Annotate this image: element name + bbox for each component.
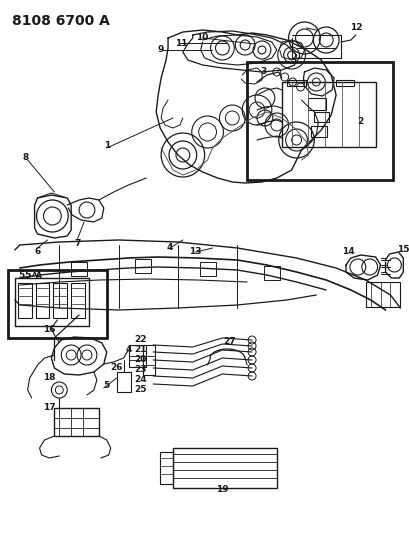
Text: 4: 4 bbox=[166, 244, 173, 253]
Text: 24: 24 bbox=[134, 376, 146, 384]
Bar bbox=[281, 82, 375, 147]
Text: 23: 23 bbox=[134, 366, 146, 375]
Text: 26: 26 bbox=[110, 364, 123, 373]
Text: 5: 5 bbox=[25, 270, 31, 280]
Text: 7: 7 bbox=[74, 238, 80, 247]
Text: 21: 21 bbox=[134, 345, 146, 354]
Text: 2: 2 bbox=[357, 117, 363, 126]
Text: 12: 12 bbox=[349, 23, 361, 33]
Bar bbox=[247, 62, 393, 180]
Bar bbox=[8, 270, 106, 338]
Text: 10: 10 bbox=[196, 34, 208, 43]
Text: 4: 4 bbox=[125, 345, 131, 354]
Bar bbox=[160, 452, 173, 484]
Bar bbox=[263, 266, 279, 280]
Text: 1: 1 bbox=[103, 141, 110, 149]
Text: 22: 22 bbox=[134, 335, 146, 344]
Text: 16: 16 bbox=[43, 326, 56, 335]
Text: 6: 6 bbox=[34, 247, 40, 256]
Bar bbox=[135, 259, 151, 273]
Text: 18: 18 bbox=[43, 374, 56, 383]
Text: 19: 19 bbox=[216, 486, 228, 495]
Bar bbox=[286, 80, 306, 86]
Bar bbox=[314, 112, 328, 122]
Text: 8108 6700 A: 8108 6700 A bbox=[12, 14, 110, 28]
Bar bbox=[117, 372, 131, 392]
Bar bbox=[173, 448, 276, 488]
Bar bbox=[310, 126, 326, 137]
Bar bbox=[143, 345, 155, 375]
Text: 5: 5 bbox=[103, 381, 110, 390]
Bar bbox=[36, 283, 49, 318]
Text: A: A bbox=[31, 272, 37, 278]
Text: 5: 5 bbox=[18, 271, 25, 279]
Text: 25: 25 bbox=[134, 385, 146, 394]
Bar bbox=[335, 80, 353, 86]
Text: 11: 11 bbox=[174, 38, 187, 47]
Bar bbox=[71, 262, 87, 276]
Bar bbox=[18, 283, 31, 318]
Text: A: A bbox=[36, 271, 41, 279]
Bar bbox=[199, 262, 215, 276]
Text: 8: 8 bbox=[22, 154, 29, 163]
Text: 17: 17 bbox=[43, 403, 56, 413]
Bar bbox=[54, 408, 99, 436]
Text: 3: 3 bbox=[260, 68, 266, 77]
Text: 14: 14 bbox=[341, 247, 353, 256]
Text: 27: 27 bbox=[222, 337, 235, 346]
Text: 13: 13 bbox=[189, 247, 202, 256]
Bar bbox=[15, 278, 89, 326]
Text: 9: 9 bbox=[157, 45, 164, 54]
Bar bbox=[128, 345, 146, 367]
Bar bbox=[308, 98, 326, 110]
Text: 15: 15 bbox=[396, 246, 409, 254]
Bar bbox=[365, 282, 399, 307]
Bar bbox=[53, 283, 67, 318]
Bar bbox=[71, 283, 85, 318]
Text: 20: 20 bbox=[134, 356, 146, 365]
